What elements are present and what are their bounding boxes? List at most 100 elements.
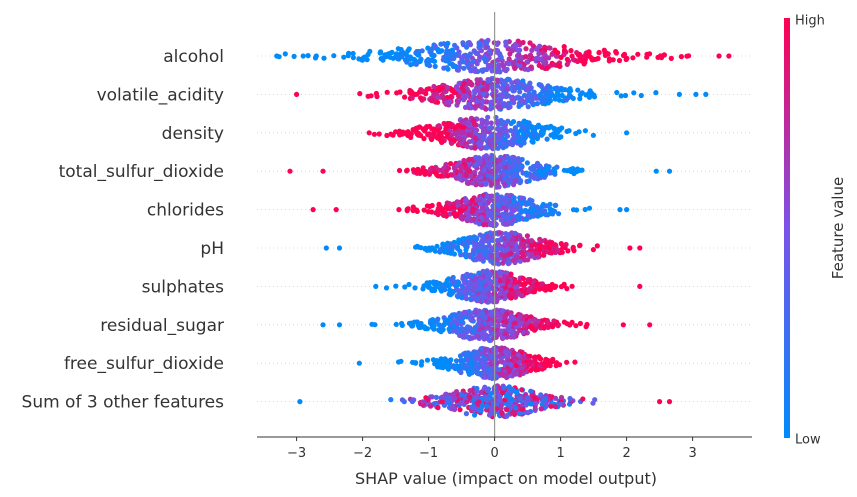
shap-point bbox=[505, 246, 511, 252]
shap-point bbox=[554, 85, 560, 91]
shap-point bbox=[429, 98, 435, 104]
shap-point bbox=[430, 317, 436, 323]
shap-point bbox=[445, 40, 451, 47]
shap-point bbox=[467, 388, 473, 394]
shap-point bbox=[547, 170, 553, 176]
shap-point bbox=[488, 253, 494, 259]
shap-point bbox=[463, 294, 469, 300]
shap-point bbox=[489, 68, 495, 74]
shap-point bbox=[396, 167, 403, 174]
shap-point bbox=[529, 252, 535, 258]
shap-point bbox=[341, 54, 347, 60]
shap-point-outlier bbox=[637, 283, 643, 289]
shap-point bbox=[507, 139, 513, 145]
shap-point bbox=[458, 357, 464, 363]
shap-point bbox=[594, 243, 600, 249]
shap-point-outlier bbox=[310, 207, 316, 213]
shap-point bbox=[505, 169, 511, 175]
shap-point bbox=[465, 119, 471, 125]
shap-point bbox=[504, 393, 510, 399]
shap-point bbox=[572, 359, 578, 365]
shap-point bbox=[531, 127, 538, 133]
shap-point bbox=[511, 135, 517, 141]
shap-point-outlier bbox=[666, 399, 673, 405]
shap-point bbox=[483, 332, 489, 338]
shap-point bbox=[492, 277, 499, 283]
shap-point bbox=[510, 257, 516, 263]
shap-point bbox=[575, 87, 581, 93]
shap-point bbox=[484, 40, 490, 46]
shap-point bbox=[425, 397, 431, 403]
shap-point bbox=[305, 53, 311, 59]
shap-point-outlier bbox=[627, 245, 633, 251]
shap-point bbox=[556, 63, 562, 69]
shap-point bbox=[431, 126, 437, 132]
shap-point bbox=[481, 161, 487, 167]
shap-point bbox=[478, 215, 484, 221]
shap-point bbox=[415, 166, 421, 172]
shap-point bbox=[494, 126, 500, 132]
shap-point bbox=[497, 315, 503, 322]
shap-point bbox=[422, 245, 428, 251]
shap-point bbox=[564, 359, 570, 365]
shap-point bbox=[563, 241, 569, 248]
shap-point bbox=[459, 294, 465, 300]
shap-point bbox=[438, 247, 444, 253]
shap-point bbox=[444, 48, 450, 54]
shap-point bbox=[584, 321, 590, 328]
shap-point bbox=[291, 53, 297, 60]
shap-point bbox=[420, 286, 426, 292]
shap-point bbox=[475, 333, 481, 339]
shap-point bbox=[503, 319, 509, 325]
shap-point bbox=[478, 322, 484, 328]
shap-point bbox=[509, 387, 516, 393]
shap-point bbox=[282, 51, 288, 57]
shap-point bbox=[465, 356, 471, 362]
shap-point bbox=[532, 395, 538, 401]
shap-point bbox=[553, 404, 559, 410]
shap-point bbox=[402, 284, 408, 290]
shap-point bbox=[477, 285, 483, 291]
x-tick-label: −2 bbox=[353, 446, 372, 461]
shap-point bbox=[519, 387, 525, 393]
shap-point bbox=[517, 47, 523, 53]
shap-point bbox=[484, 397, 490, 403]
shap-point bbox=[408, 134, 414, 140]
shap-point bbox=[456, 52, 462, 59]
shap-point bbox=[498, 328, 504, 334]
shap-point bbox=[439, 139, 445, 145]
shap-point bbox=[504, 232, 510, 238]
shap-point bbox=[432, 63, 438, 69]
shap-point bbox=[403, 52, 409, 58]
shap-point bbox=[397, 89, 403, 95]
shap-point bbox=[504, 86, 510, 93]
shap-point bbox=[471, 48, 477, 54]
shap-point bbox=[414, 48, 420, 55]
shap-point bbox=[510, 236, 516, 242]
shap-point bbox=[444, 56, 450, 63]
shap-point bbox=[509, 397, 515, 403]
shap-point bbox=[484, 86, 490, 92]
shap-point bbox=[527, 318, 533, 324]
shap-point bbox=[543, 203, 550, 209]
shap-point bbox=[404, 208, 410, 214]
shap-point bbox=[498, 270, 504, 277]
shap-point bbox=[533, 366, 539, 372]
shap-point bbox=[458, 369, 464, 376]
shap-point bbox=[544, 136, 550, 142]
shap-point bbox=[496, 230, 502, 236]
shap-point bbox=[477, 244, 483, 251]
shap-point bbox=[472, 68, 478, 74]
shap-point bbox=[312, 55, 319, 61]
shap-point bbox=[452, 395, 458, 401]
shap-point bbox=[482, 315, 488, 321]
shap-point bbox=[472, 129, 479, 135]
shap-point bbox=[445, 66, 451, 72]
shap-point bbox=[514, 131, 521, 137]
shap-point bbox=[568, 93, 574, 100]
shap-point bbox=[539, 99, 545, 105]
shap-point bbox=[497, 157, 503, 163]
shap-point bbox=[377, 50, 383, 56]
shap-point bbox=[489, 84, 495, 90]
shap-point bbox=[544, 65, 550, 71]
